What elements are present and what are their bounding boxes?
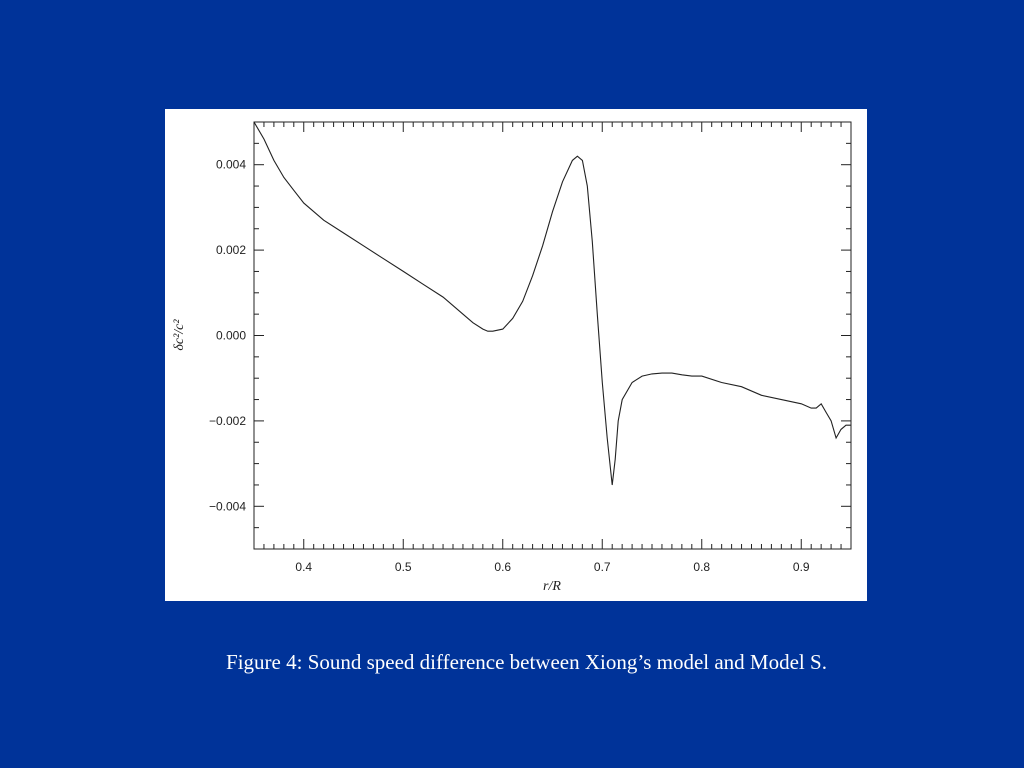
series-line: [253, 121, 851, 486]
x-tick-label: 0.7: [594, 560, 611, 574]
sound-speed-chart: 0.4 0.5 0.6 0.7 0.8 0.9 −0.004 −0.002 0.000 0.002…: [172, 121, 852, 594]
axis-ticks: [253, 121, 852, 550]
x-tick-label: 0.6: [494, 560, 511, 574]
y-tick-label: 0.002: [216, 243, 246, 257]
x-tick-label: 0.5: [395, 560, 412, 574]
y-tick-label: −0.004: [209, 499, 246, 513]
tick-labels: 0.4 0.5 0.6 0.7 0.8 0.9 −0.004 −0.002 0.000 0.002…: [209, 158, 810, 574]
x-tick-label: 0.8: [693, 560, 710, 574]
x-tick-label: 0.9: [793, 560, 810, 574]
y-axis-label: δc²/c²: [172, 319, 187, 351]
x-tick-label: 0.4: [295, 560, 312, 574]
y-tick-label: 0.000: [216, 329, 246, 343]
figure-caption: Figure 4: Sound speed difference between…: [226, 650, 827, 674]
y-tick-label: −0.002: [209, 414, 246, 428]
x-axis-label: r/R: [543, 579, 561, 594]
figure-panel: 0.4 0.5 0.6 0.7 0.8 0.9 −0.004 −0.002 0.000 0.002…: [165, 109, 867, 601]
y-tick-label: 0.004: [216, 158, 246, 172]
plot-frame: [253, 121, 852, 550]
